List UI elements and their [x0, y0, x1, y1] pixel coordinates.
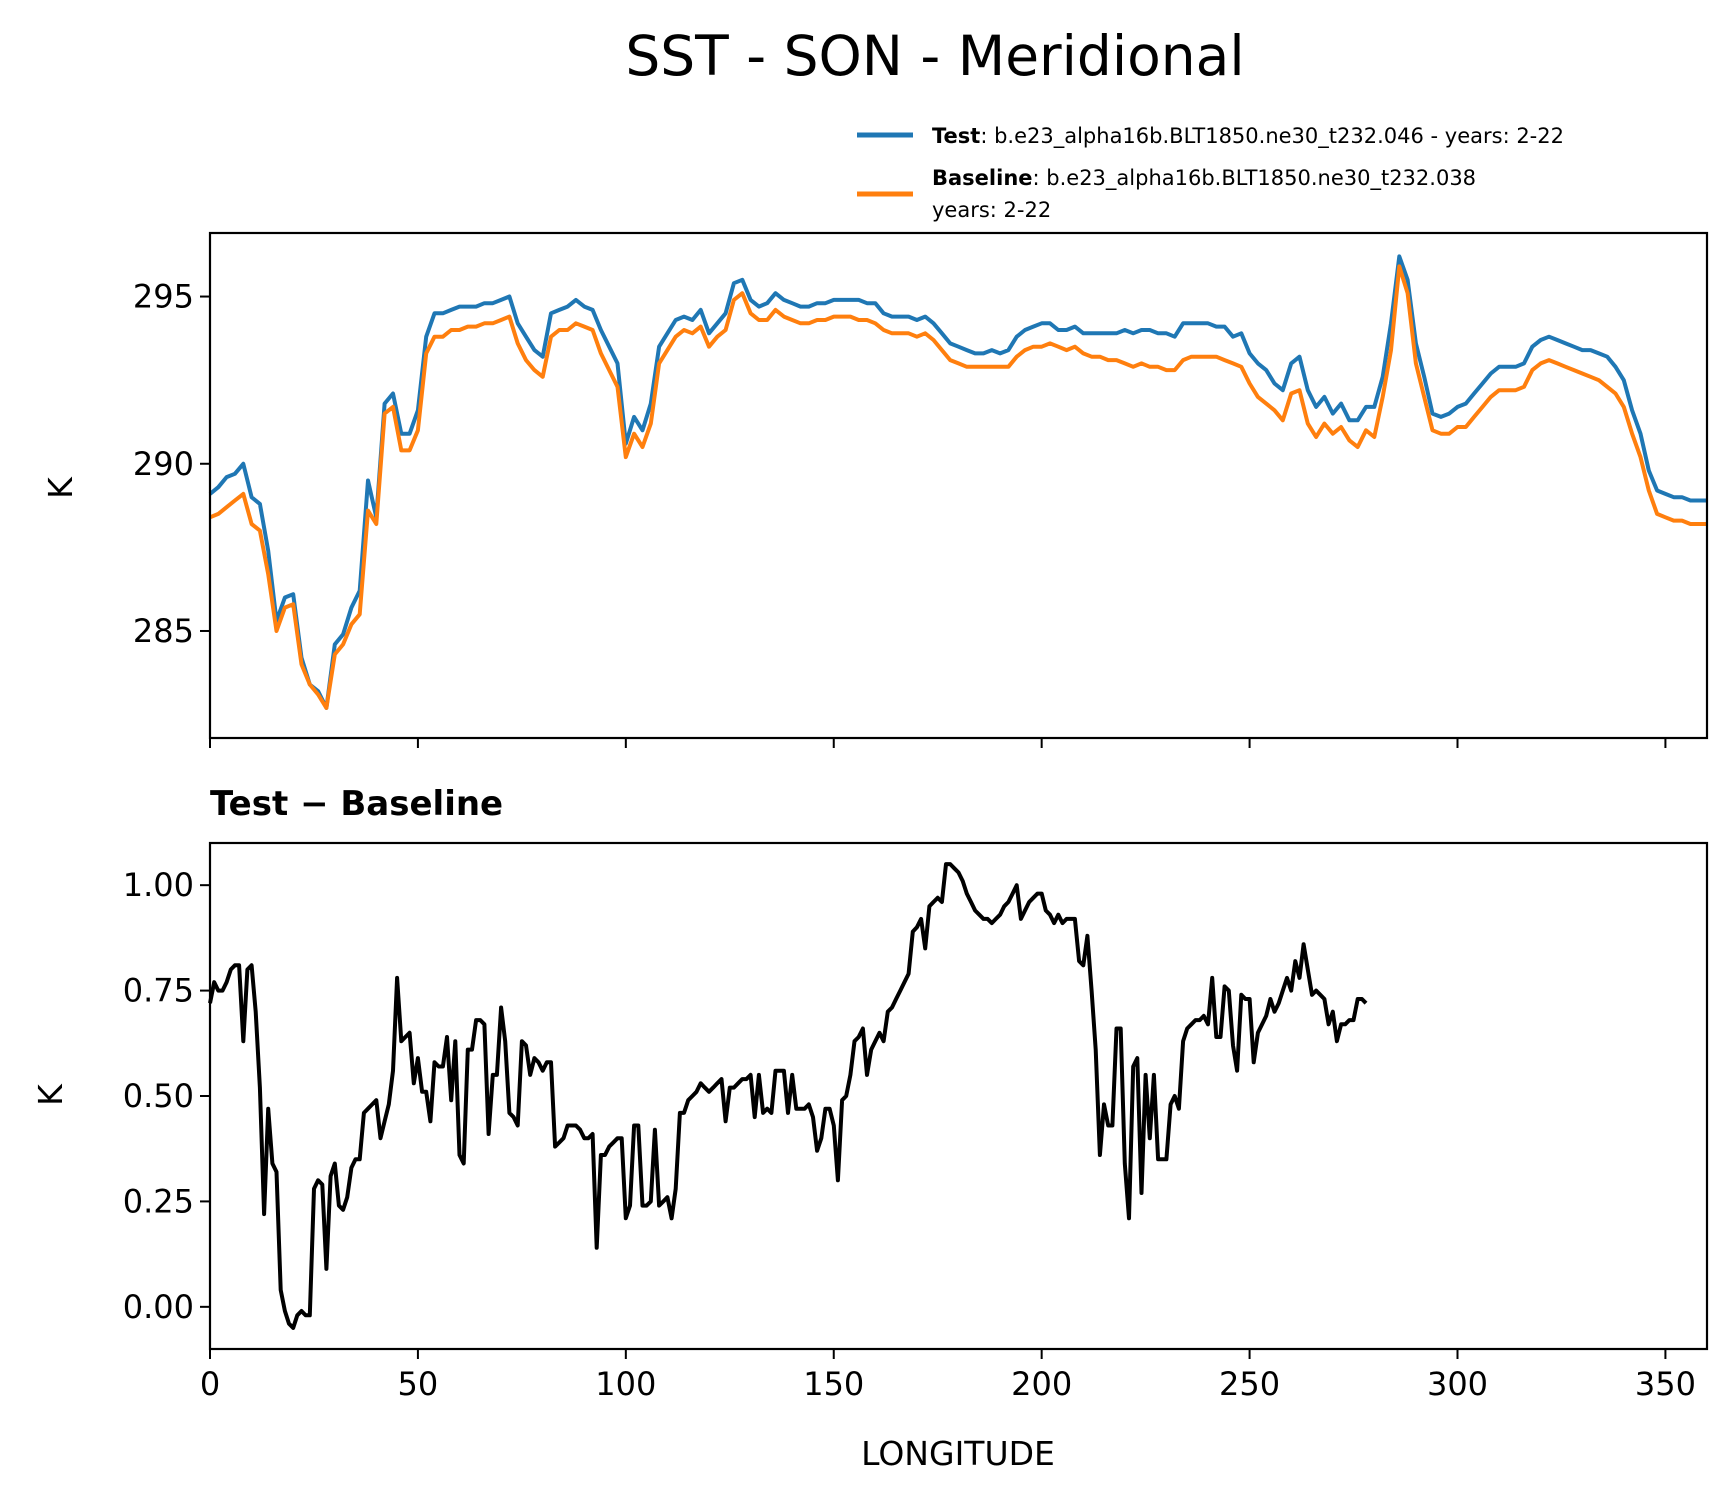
- legend-text-test: : b.e23_alpha16b.BLT1850.ne30_t232.046 -…: [980, 124, 1564, 149]
- x-tick-label: 250: [1219, 1365, 1280, 1403]
- y-tick-label: 0.25: [123, 1182, 194, 1220]
- y-tick-label: 0.50: [123, 1077, 194, 1115]
- top-ylabel: K: [41, 476, 80, 499]
- x-tick-label: 100: [595, 1365, 656, 1403]
- x-tick-label: 300: [1427, 1365, 1488, 1403]
- legend-label-test: Test: [932, 124, 980, 148]
- legend-label-baseline: Baseline: [932, 166, 1033, 190]
- legend: Test: b.e23_alpha16b.BLT1850.ne30_t232.0…: [857, 124, 1564, 222]
- series-line-difference: [208, 862, 1368, 1330]
- legend-text2-baseline: years: 2-22: [932, 198, 1051, 222]
- y-tick-label: 295: [133, 278, 194, 316]
- bottom-ylabel: K: [31, 1083, 70, 1106]
- x-tick-label: 150: [803, 1365, 864, 1403]
- x-tick-label: 50: [398, 1365, 439, 1403]
- y-tick-label: 0.75: [123, 972, 194, 1010]
- bottom-xlabel: LONGITUDE: [861, 1434, 1055, 1473]
- y-tick-label: 290: [133, 445, 194, 483]
- legend-entry-baseline: Baseline: b.e23_alpha16b.BLT1850.ne30_t2…: [932, 166, 1476, 191]
- top-panel: K 285 290 295: [41, 231, 1709, 748]
- y-tick-label: 0.00: [123, 1288, 194, 1326]
- legend-entry-test: Test: b.e23_alpha16b.BLT1850.ne30_t232.0…: [932, 124, 1564, 149]
- bottom-subtitle: Test − Baseline: [210, 784, 503, 824]
- legend-text-baseline: : b.e23_alpha16b.BLT1850.ne30_t232.038: [1033, 166, 1477, 191]
- y-tick-label: 285: [133, 612, 194, 650]
- x-tick-label: 350: [1635, 1365, 1696, 1403]
- x-tick-label: 200: [1011, 1365, 1072, 1403]
- plot-frame: [208, 841, 1709, 1351]
- series-line-test: [208, 254, 1707, 710]
- figure-title: SST - SON - Meridional: [625, 24, 1244, 88]
- series-line-baseline: [209, 264, 1707, 710]
- x-tick-label: 0: [200, 1365, 220, 1403]
- plot-frame: [208, 231, 1709, 740]
- y-tick-label: 1.00: [123, 866, 194, 904]
- bottom-panel: Test − Baseline K LONGITUDE 0 50 100 150 200…: [31, 784, 1709, 1473]
